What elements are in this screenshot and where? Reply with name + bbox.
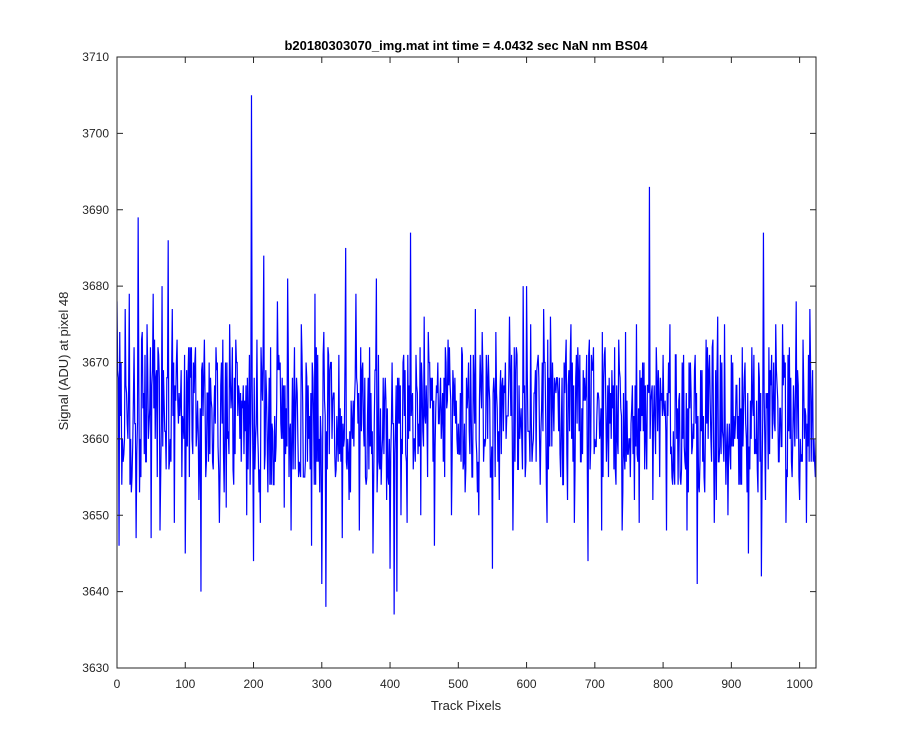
y-tick-label: 3710: [82, 50, 109, 64]
axis-ticks: 0 100 200 300 400 500 600 700 800 900 1000 3630 3640…: [82, 50, 817, 691]
x-tick-label: 400: [380, 677, 400, 691]
x-tick-label: 0: [114, 677, 121, 691]
x-tick-label: 700: [585, 677, 605, 691]
y-tick-label: 3680: [82, 279, 109, 293]
series-line: [117, 95, 816, 615]
x-tick-label: 1000: [786, 677, 813, 691]
y-tick-label: 3700: [82, 126, 109, 140]
y-tick-label: 3630: [82, 661, 109, 675]
y-tick-label: 3650: [82, 508, 109, 522]
y-tick-label: 3670: [82, 356, 109, 370]
x-tick-label: 500: [448, 677, 468, 691]
x-tick-label: 800: [653, 677, 673, 691]
x-tick-label: 300: [312, 677, 332, 691]
y-tick-label: 3660: [82, 432, 109, 446]
y-tick-label: 3640: [82, 585, 109, 599]
x-tick-label: 900: [721, 677, 741, 691]
plot-area: [117, 95, 816, 615]
y-axis-label: Signal (ADU) at pixel 48: [56, 292, 71, 431]
x-axis-label: Track Pixels: [431, 698, 502, 713]
chart-title: b20180303070_img.mat int time = 4.0432 s…: [284, 38, 648, 53]
x-tick-label: 600: [517, 677, 537, 691]
y-tick-label: 3690: [82, 203, 109, 217]
x-tick-label: 100: [175, 677, 195, 691]
x-tick-label: 200: [244, 677, 264, 691]
